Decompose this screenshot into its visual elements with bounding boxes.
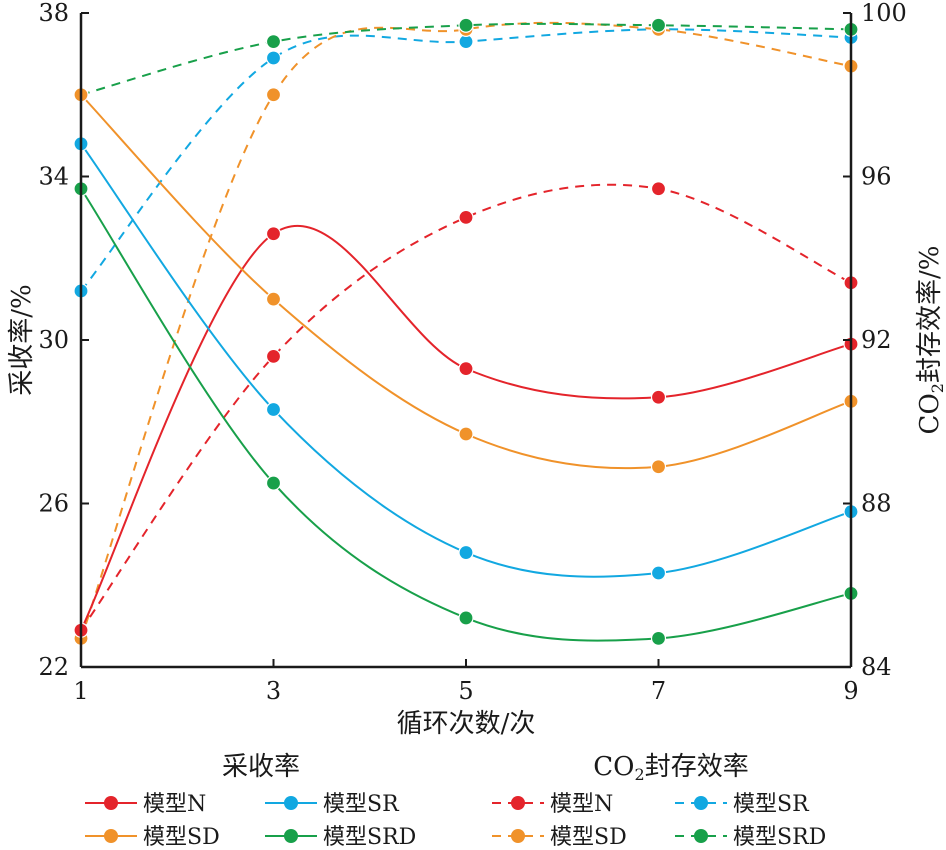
data-point: [265, 226, 282, 242]
series-recovery-N: [73, 224, 859, 638]
left-y-tick-label: 30: [38, 326, 69, 354]
data-point: [650, 389, 667, 405]
data-point: [458, 17, 474, 33]
x-axis-title: 循环次数/次: [397, 709, 536, 739]
data-point: [650, 630, 667, 646]
series-line: [80, 188, 852, 642]
data-point: [458, 361, 474, 377]
legend-items: 模型N 模型SR 模型SD 模型SRD 模型N 模型SR 模型SD 模型SRD: [85, 792, 826, 850]
legend-marker: [511, 796, 525, 810]
legend-title-recovery: 采收率: [222, 752, 300, 782]
right-y-axis-title-co: CO: [915, 393, 945, 434]
right-y-axis-title-sub: 2: [928, 383, 946, 393]
right-y-tick-label: 96: [861, 163, 892, 191]
legend-entry-recovery-SR: 模型SR: [265, 792, 400, 817]
legend-title-storage: CO2封存效率: [593, 752, 748, 784]
data-point: [650, 459, 667, 475]
data-point: [458, 544, 474, 561]
legend-marker: [284, 796, 298, 810]
plot-area: [73, 17, 859, 646]
left-y-tick-label: 34: [38, 163, 69, 191]
data-point: [265, 87, 282, 103]
series-line: [80, 21, 852, 639]
x-tick-label: 7: [651, 677, 666, 705]
series-recovery-SR: [73, 136, 859, 581]
data-point: [265, 348, 282, 364]
left-y-tick-label: 26: [38, 490, 69, 518]
legend-label: 模型SRD: [733, 825, 826, 850]
data-point: [650, 17, 667, 33]
legend-marker: [694, 796, 708, 810]
data-point: [458, 610, 474, 626]
legend-title-storage-co: CO: [593, 752, 634, 782]
series-line: [80, 22, 852, 96]
data-point: [458, 426, 474, 442]
right-y-axis-title-rest: 封存效率/%: [915, 246, 945, 383]
legend-entry-recovery-N: 模型N: [85, 792, 206, 817]
legend-label: 模型SR: [733, 792, 810, 817]
left-y-axis-title: 采收率/%: [7, 284, 37, 395]
legend-entry-storage-N: 模型N: [492, 792, 613, 817]
data-point: [650, 565, 667, 581]
data-point: [265, 401, 282, 418]
series-line: [80, 143, 852, 578]
series-line: [80, 28, 852, 292]
series-recovery-SD: [73, 87, 859, 475]
right-y-axis-title: CO2封存效率/%: [915, 246, 946, 435]
series-line: [80, 183, 852, 631]
legend-entry-recovery-SD: 模型SD: [85, 825, 220, 850]
legend-entry-storage-SD: 模型SD: [492, 825, 627, 850]
data-point: [458, 209, 474, 225]
left-y-tick-label: 38: [38, 0, 69, 27]
legend-marker: [511, 829, 525, 843]
ticks: 1 3 5 7 9 22 26 30 34 38 84 88 92 96 100: [38, 0, 906, 705]
legend-marker: [284, 829, 298, 843]
legend-title-storage-rest: 封存效率: [645, 752, 749, 782]
right-y-tick-label: 88: [861, 490, 892, 518]
legend-entry-storage-SRD: 模型SRD: [675, 825, 826, 850]
legend-label: 模型SR: [323, 792, 400, 817]
series-line: [80, 94, 852, 470]
right-y-tick-label: 92: [861, 326, 892, 354]
series-line: [80, 224, 852, 631]
legend-label: 模型N: [550, 792, 613, 817]
series-recovery-SRD: [73, 181, 859, 646]
x-tick-label: 1: [73, 677, 88, 705]
data-point: [265, 291, 282, 307]
data-point: [265, 475, 282, 491]
right-y-tick-label: 100: [861, 0, 907, 27]
data-point: [265, 34, 282, 50]
right-y-tick-label: 84: [861, 653, 892, 681]
data-point: [650, 181, 667, 197]
legend-marker: [694, 829, 708, 843]
left-y-tick-label: 22: [38, 653, 69, 681]
x-tick-label: 5: [458, 677, 473, 705]
axes: [79, 13, 853, 669]
series-storage-SR: [73, 21, 859, 299]
legend-label: 模型SD: [550, 825, 627, 850]
legend-label: 模型SD: [143, 825, 220, 850]
legend-entry-recovery-SRD: 模型SRD: [265, 825, 416, 850]
legend-label: 模型SRD: [323, 825, 416, 850]
x-tick-label: 9: [843, 677, 858, 705]
data-point: [265, 50, 282, 66]
legend-title-storage-sub: 2: [635, 765, 645, 784]
legend-marker: [104, 829, 118, 843]
legend-marker: [104, 796, 118, 810]
x-tick-label: 3: [266, 677, 281, 705]
legend-label: 模型N: [143, 792, 206, 817]
legend-entry-storage-SR: 模型SR: [675, 792, 810, 817]
series-storage-N: [73, 181, 859, 638]
